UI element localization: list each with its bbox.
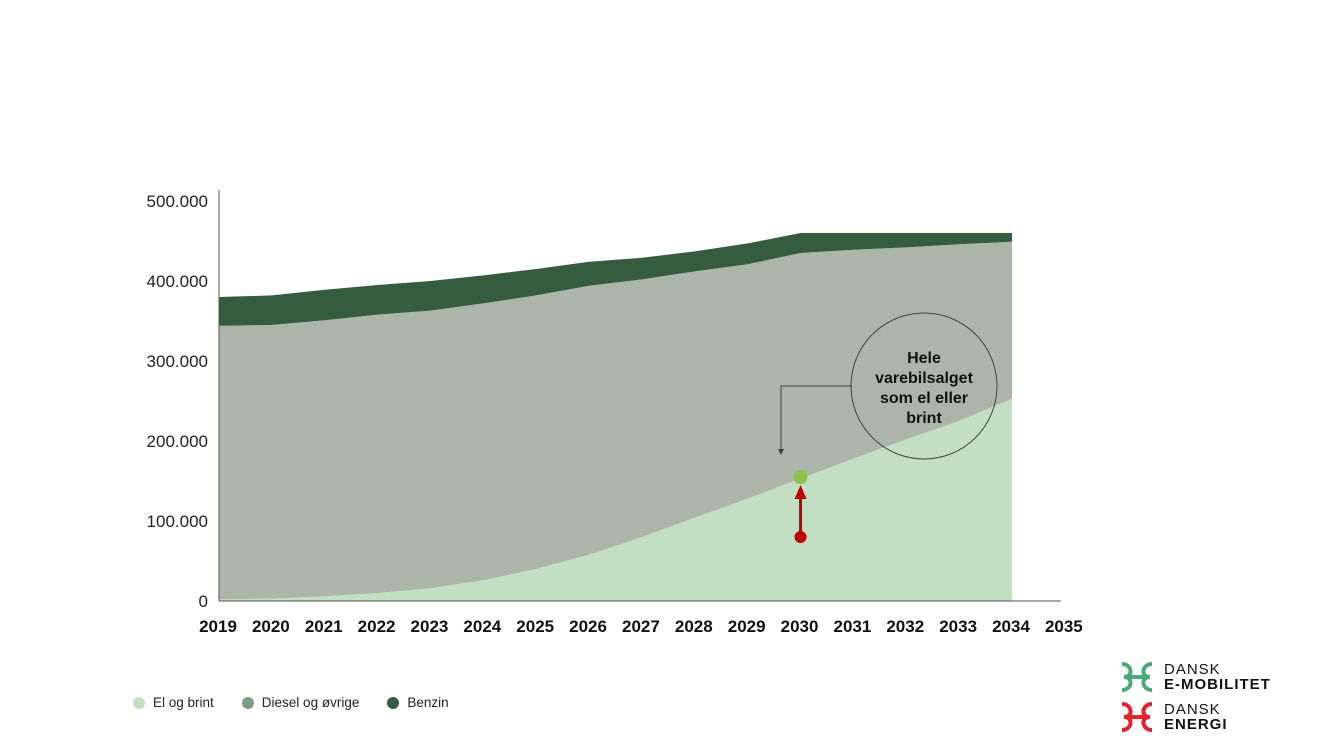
annotation-bubble: [850, 312, 998, 460]
logo-line1: DANSK: [1164, 701, 1221, 718]
logo-line2: E-MOBILITET: [1164, 676, 1271, 693]
x-tick-label: 2034: [992, 617, 1030, 636]
y-tick-label: 200.000: [147, 432, 208, 451]
annotation: Hele varebilsalget som el eller brint: [778, 312, 998, 543]
logo-line1: DANSK: [1164, 661, 1221, 678]
area-series-1: [219, 241, 1012, 600]
x-tick-label: 2031: [833, 617, 871, 636]
dansk-energi-logo-icon: [1121, 702, 1153, 732]
annotation-target-point: [793, 470, 808, 484]
legend-swatch-diesel: [241, 696, 254, 709]
chart-axes: [218, 190, 1061, 602]
x-axis-ticks: 2019 2020 2021 2022 2023 2024 2025 2026 2027 2028…: [199, 617, 1083, 636]
annotation-connector: [780, 385, 852, 451]
x-tick-label: 2032: [886, 617, 924, 636]
legend-swatch-benzin: [387, 696, 400, 709]
area-series-0: [219, 398, 1012, 601]
x-tick-label: 2035: [1045, 617, 1083, 636]
legend-label-diesel: Diesel og øvrige: [261, 695, 360, 710]
annotation-text-line: brint: [906, 410, 942, 427]
dansk-energi-logo: DANSK ENERGI: [1120, 702, 1228, 732]
x-tick-label: 2022: [358, 617, 396, 636]
legend: El og brint Diesel og øvrige Benzin: [133, 695, 449, 710]
legend-item-benzin: Benzin: [387, 695, 449, 710]
x-tick-label: 2029: [728, 617, 766, 636]
chart-areas: [219, 233, 1012, 601]
annotation-arrow-head: [794, 485, 807, 499]
legend-label-el-og-brint: El og brint: [153, 695, 214, 710]
annotation-text-line: Hele: [907, 350, 941, 367]
x-tick-label: 2019: [199, 617, 237, 636]
x-tick-label: 2020: [252, 617, 290, 636]
dansk-emobilitet-logo: DANSK E-MOBILITET: [1120, 662, 1271, 692]
y-axis-ticks: 0 100.000 200.000 300.000 400.000 500.000: [147, 192, 208, 611]
x-tick-label: 2025: [516, 617, 554, 636]
annotation-connector-head: [778, 449, 784, 455]
annotation-text-line: som el eller: [880, 390, 968, 407]
y-tick-label: 300.000: [147, 352, 208, 371]
x-tick-label: 2028: [675, 617, 713, 636]
x-tick-label: 2026: [569, 617, 607, 636]
x-tick-label: 2030: [781, 617, 819, 636]
annotation-start-point: [794, 531, 807, 543]
y-tick-label: 400.000: [147, 272, 208, 291]
x-tick-label: 2024: [463, 617, 501, 636]
x-tick-label: 2023: [411, 617, 449, 636]
y-tick-label: 100.000: [147, 512, 208, 531]
area-series-2: [219, 233, 1012, 326]
logo-line2: ENERGI: [1164, 716, 1228, 733]
y-tick-label: 500.000: [147, 192, 208, 211]
legend-item-diesel: Diesel og øvrige: [241, 695, 360, 710]
x-tick-label: 2027: [622, 617, 660, 636]
legend-swatch-el-og-brint: [133, 696, 145, 709]
dansk-emobilitet-logo-icon: [1121, 662, 1153, 692]
legend-label-benzin: Benzin: [407, 695, 449, 710]
y-tick-label: 0: [199, 592, 208, 611]
legend-item-el-og-brint: El og brint: [133, 695, 214, 710]
x-tick-label: 2033: [939, 617, 977, 636]
annotation-text-line: varebilsalget: [875, 370, 974, 387]
x-tick-label: 2021: [305, 617, 343, 636]
